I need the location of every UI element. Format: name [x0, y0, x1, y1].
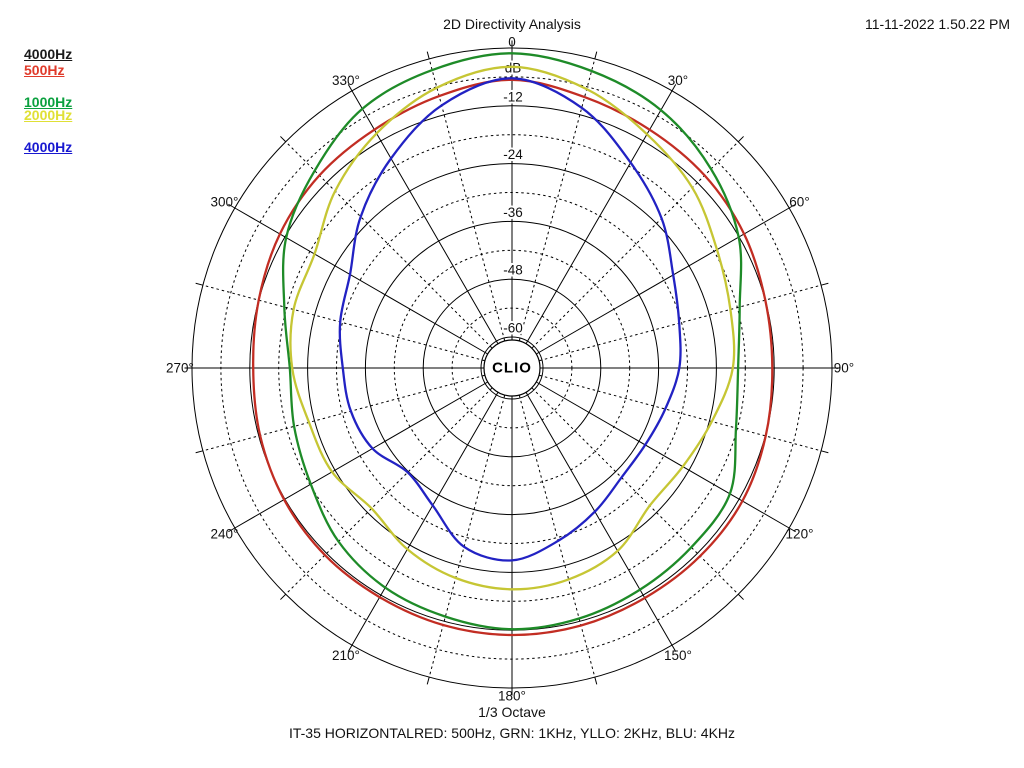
angle-label-300: 300° [211, 195, 239, 210]
angle-label-150: 150° [664, 648, 692, 663]
frequency-legend: 4000Hz 500Hz 1000Hz 2000Hz 4000Hz [0, 0, 120, 200]
center-circle [483, 339, 541, 397]
grid-spoke-60 [536, 207, 790, 355]
outer-tick-225 [280, 593, 287, 600]
grid-spoke-dashed-15 [518, 58, 596, 341]
series-curve-1000hz [281, 52, 743, 631]
angle-label-240: 240° [211, 527, 239, 542]
grid-spoke-dashed-345 [428, 58, 506, 341]
angle-label-30: 30° [668, 73, 688, 88]
angle-label-210: 210° [332, 648, 360, 663]
outer-tick-60 [788, 203, 796, 209]
grid-spoke-30 [525, 90, 673, 344]
grid-spoke-300 [234, 207, 488, 355]
outer-tick-135 [737, 593, 744, 600]
outer-tick-75 [820, 282, 829, 286]
grid-spoke-dashed-165 [518, 395, 596, 678]
angle-label-330: 330° [332, 73, 360, 88]
outer-tick-120 [788, 527, 796, 533]
outer-tick-240 [228, 527, 236, 533]
angle-label-120: 120° [786, 527, 814, 542]
outer-tick-255 [195, 450, 204, 454]
grid-spoke-dashed-75 [539, 284, 822, 362]
outer-tick-285 [195, 282, 204, 286]
grid-spoke-dashed-285 [202, 284, 485, 362]
grid-spoke-dashed-45 [531, 141, 739, 349]
outer-tick-210 [347, 644, 353, 652]
series-curve-2000hz [289, 65, 736, 591]
angle-label-60: 60° [789, 195, 809, 210]
angle-label-180: 180° [498, 689, 526, 704]
outer-tick-300 [228, 203, 236, 209]
grid-spoke-150 [525, 392, 673, 646]
legend-item-4000hz-ref: 4000Hz [24, 46, 73, 62]
outer-tick-150 [671, 644, 677, 652]
clio-logo: CLIO [492, 360, 532, 377]
outer-tick-45 [737, 136, 744, 143]
polar-grid: 0 30° 60° 90° 120° 150° 180° 210° 240° 270° 300° 33… [166, 35, 854, 704]
outer-tick-330 [347, 84, 353, 92]
outer-tick-15 [594, 51, 598, 60]
timestamp: 11-11-2022 1.50.22 PM [864, 16, 1010, 32]
grid-spoke-dashed-255 [202, 374, 485, 452]
outer-tick-315 [280, 136, 287, 143]
angle-label-270: 270° [166, 361, 194, 376]
legend-item-1000hz: 1000Hz [24, 94, 73, 110]
outer-tick-345 [426, 51, 430, 60]
outer-tick-30 [671, 84, 677, 92]
grid-spoke-dashed-225 [285, 387, 493, 595]
angle-label-0: 0 [508, 35, 516, 50]
db-label--48: -48 [503, 263, 523, 278]
grid-spoke-dashed-135 [531, 387, 739, 595]
outer-tick-195 [426, 676, 430, 685]
outer-tick-165 [594, 676, 598, 685]
angle-label-90: 90° [834, 361, 854, 376]
series-curve-4000hz [338, 77, 682, 562]
grid-spoke-dashed-195 [428, 395, 506, 678]
db-label--36: -36 [503, 205, 523, 220]
measurement-caption: IT-35 HORIZONTALRED: 500Hz, GRN: 1KHz, Y… [288, 725, 736, 741]
legend-item-2000hz: 2000Hz [24, 107, 73, 123]
series-curve-500hz [252, 78, 774, 637]
legend-item-4000hz: 4000Hz [24, 139, 73, 155]
page-title: 2D Directivity Analysis [443, 16, 581, 32]
db-label--12: -12 [503, 89, 523, 104]
octave-label: 1/3 Octave [478, 704, 546, 720]
outer-tick-105 [820, 450, 829, 454]
grid-spoke-120 [536, 381, 790, 529]
grid-spoke-240 [234, 381, 488, 529]
db-label--60: -60 [503, 321, 523, 336]
db-label--24: -24 [503, 147, 523, 162]
grid-spoke-210 [351, 392, 499, 646]
legend-item-500hz: 500Hz [24, 62, 65, 78]
grid-spoke-dashed-105 [539, 374, 822, 452]
